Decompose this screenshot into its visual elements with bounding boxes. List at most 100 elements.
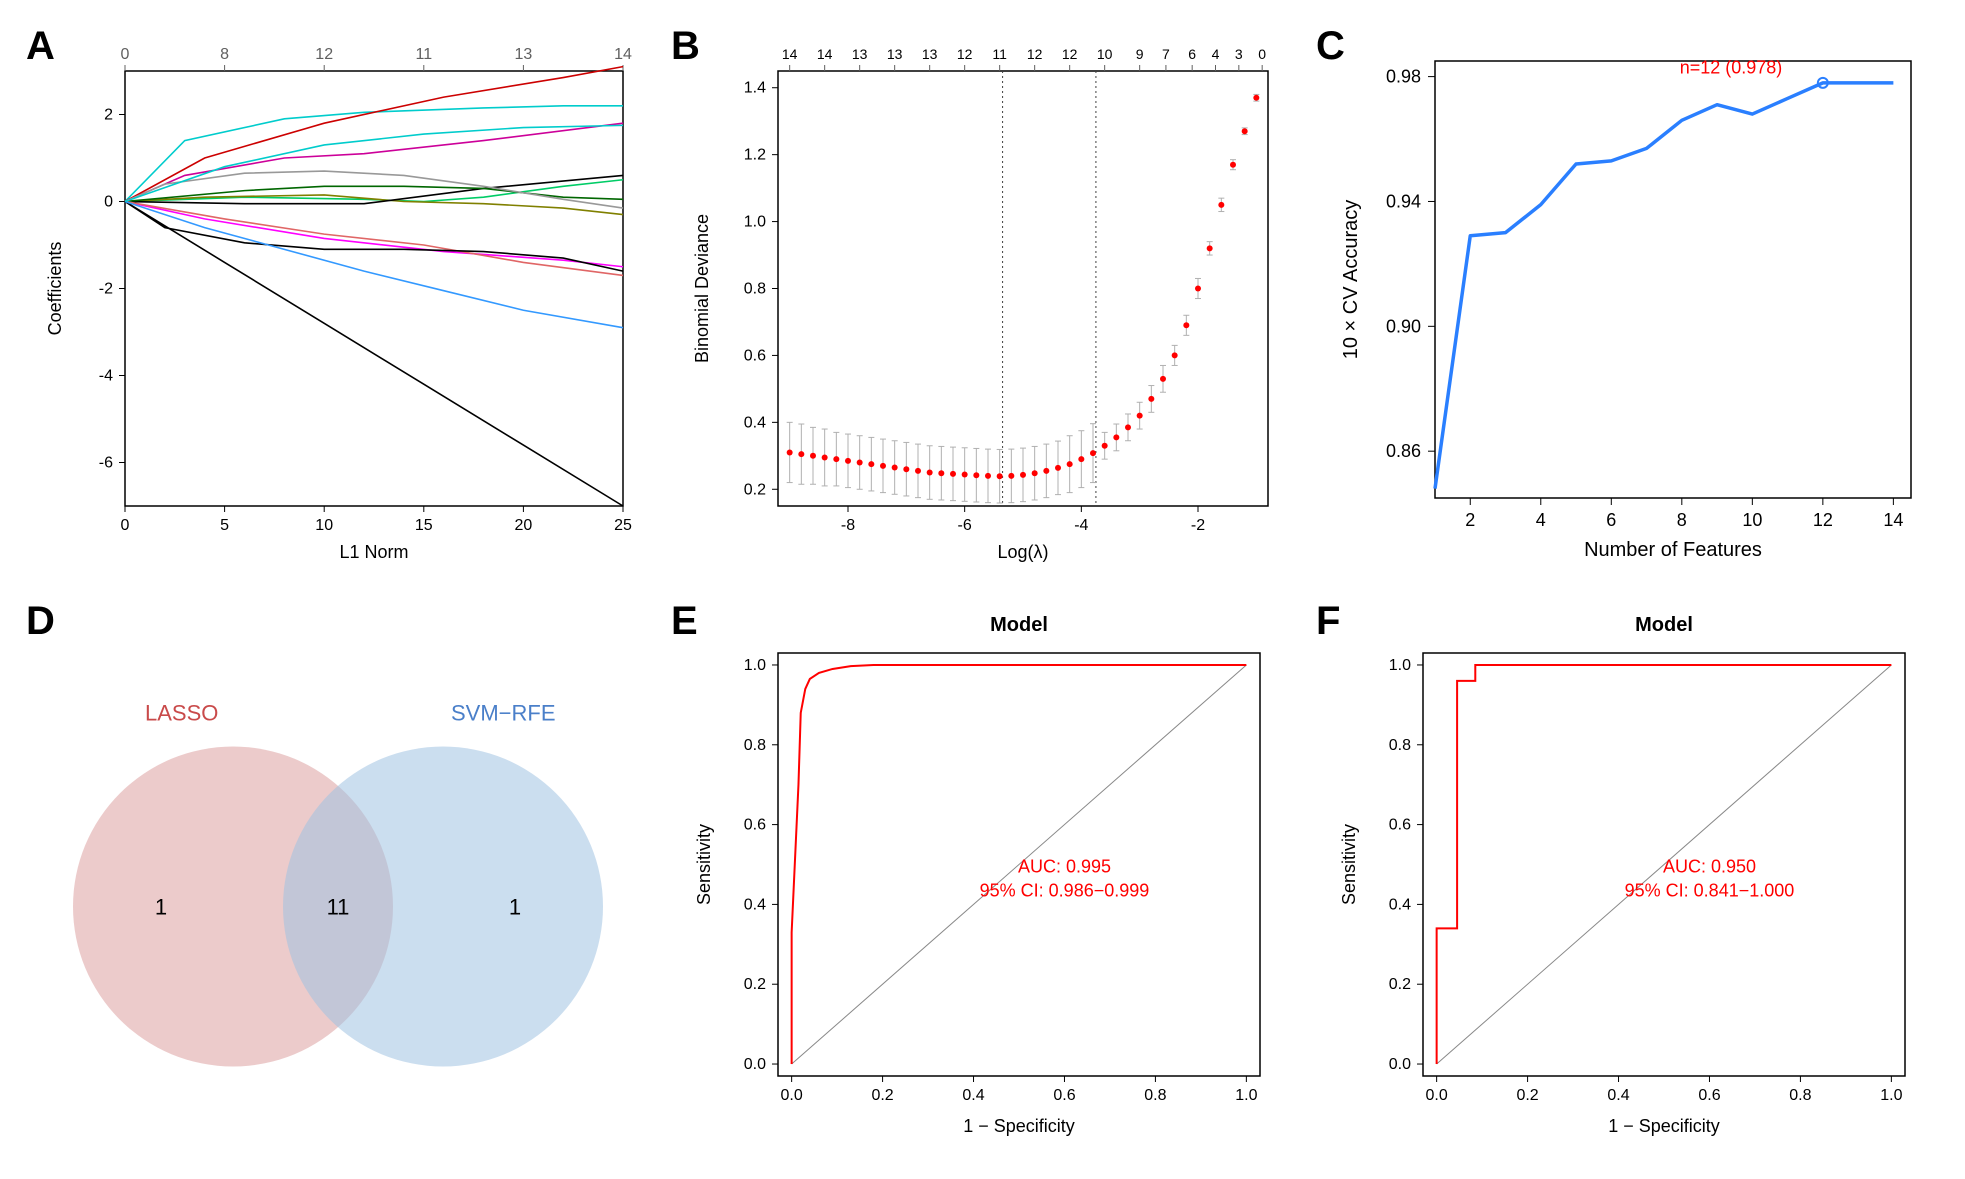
svg-text:-2: -2 — [1190, 517, 1204, 534]
svg-text:5: 5 — [220, 517, 229, 534]
svg-text:Sensitivity: Sensitivity — [1339, 824, 1359, 905]
svg-text:0.6: 0.6 — [1388, 817, 1410, 834]
svg-text:8: 8 — [220, 46, 229, 63]
svg-text:0.8: 0.8 — [743, 280, 765, 297]
svg-text:-6: -6 — [98, 454, 112, 471]
svg-text:4: 4 — [1535, 510, 1545, 530]
svg-text:14: 14 — [816, 46, 832, 62]
svg-text:0.98: 0.98 — [1385, 66, 1420, 86]
panel-d-cell: D LASSOSVM−RFE1111 — [20, 595, 655, 1160]
svg-text:0.8: 0.8 — [1144, 1087, 1166, 1104]
svg-text:6: 6 — [1188, 46, 1196, 62]
svg-text:12: 12 — [315, 46, 333, 63]
svg-text:0.90: 0.90 — [1385, 316, 1420, 336]
svg-text:9: 9 — [1135, 46, 1143, 62]
svg-text:3: 3 — [1234, 46, 1242, 62]
svg-text:0.86: 0.86 — [1385, 441, 1420, 461]
svg-text:0.4: 0.4 — [743, 897, 765, 914]
svg-text:14: 14 — [781, 46, 797, 62]
svg-text:2: 2 — [104, 106, 113, 123]
panel-e-roc: Model0.00.00.20.20.40.40.60.60.80.81.01.… — [678, 599, 1288, 1154]
svg-text:12: 12 — [1061, 46, 1077, 62]
svg-text:1: 1 — [154, 895, 166, 920]
panel-f-label: F — [1316, 601, 1340, 641]
svg-text:12: 12 — [1812, 510, 1832, 530]
svg-text:0.2: 0.2 — [1388, 976, 1410, 993]
svg-text:0.4: 0.4 — [1607, 1087, 1629, 1104]
panel-c-label: C — [1316, 26, 1345, 66]
svg-text:Coefficients: Coefficients — [45, 241, 65, 335]
svg-text:0: 0 — [120, 46, 129, 63]
svg-text:0: 0 — [120, 517, 129, 534]
svg-text:0.4: 0.4 — [1388, 897, 1410, 914]
svg-text:11: 11 — [415, 46, 432, 63]
svg-text:L1 Norm: L1 Norm — [339, 542, 408, 562]
svg-text:SVM−RFE: SVM−RFE — [451, 701, 556, 726]
svg-text:25: 25 — [614, 517, 632, 534]
svg-text:14: 14 — [614, 46, 632, 63]
svg-text:7: 7 — [1162, 46, 1170, 62]
svg-text:1.0: 1.0 — [1880, 1087, 1902, 1104]
svg-text:1.4: 1.4 — [743, 79, 765, 96]
svg-text:0.4: 0.4 — [743, 414, 765, 431]
svg-text:11: 11 — [992, 46, 1007, 62]
svg-text:0.2: 0.2 — [1516, 1087, 1538, 1104]
svg-text:13: 13 — [851, 46, 867, 62]
svg-text:-8: -8 — [840, 517, 854, 534]
svg-text:Number of Features: Number of Features — [1584, 539, 1762, 561]
svg-text:10: 10 — [1096, 46, 1112, 62]
panel-c-cell: C 24681012140.860.900.940.98n=12 (0.978)… — [1310, 20, 1945, 585]
svg-text:0: 0 — [104, 193, 113, 210]
svg-text:13: 13 — [514, 46, 532, 63]
svg-text:0.0: 0.0 — [1388, 1056, 1410, 1073]
svg-text:15: 15 — [414, 517, 432, 534]
svg-text:10 × CV Accuracy: 10 × CV Accuracy — [1340, 199, 1362, 359]
svg-text:8: 8 — [1676, 510, 1686, 530]
svg-text:0.6: 0.6 — [743, 817, 765, 834]
svg-text:-4: -4 — [98, 367, 112, 384]
svg-text:13: 13 — [921, 46, 937, 62]
panel-e-label: E — [671, 601, 698, 641]
svg-text:n=12 (0.978): n=12 (0.978) — [1679, 57, 1782, 77]
svg-text:0.4: 0.4 — [962, 1087, 984, 1104]
svg-text:1.0: 1.0 — [743, 657, 765, 674]
panel-e-cell: E Model0.00.00.20.20.40.40.60.60.80.81.0… — [665, 595, 1300, 1160]
figure-grid: A 0510152025-6-4-2020812111314L1 NormCoe… — [0, 0, 1965, 1179]
svg-text:0.0: 0.0 — [780, 1087, 802, 1104]
svg-text:13: 13 — [886, 46, 902, 62]
panel-a-cell: A 0510152025-6-4-2020812111314L1 NormCoe… — [20, 20, 655, 585]
panel-d-label: D — [26, 601, 55, 641]
svg-text:-2: -2 — [98, 280, 112, 297]
svg-text:1 − Specificity: 1 − Specificity — [1608, 1116, 1720, 1136]
svg-text:1: 1 — [508, 895, 520, 920]
svg-text:1.2: 1.2 — [743, 146, 765, 163]
panel-b-chart: -8-6-4-20.20.40.60.81.01.21.414141313131… — [678, 25, 1288, 580]
panel-a-chart: 0510152025-6-4-2020812111314L1 NormCoeff… — [33, 25, 643, 580]
svg-text:Binomial Deviance: Binomial Deviance — [692, 214, 712, 363]
svg-text:Log(λ): Log(λ) — [997, 542, 1048, 562]
svg-text:12: 12 — [956, 46, 972, 62]
svg-text:4: 4 — [1211, 46, 1219, 62]
panel-a-label: A — [26, 26, 55, 66]
svg-text:-6: -6 — [957, 517, 971, 534]
svg-text:0.6: 0.6 — [743, 347, 765, 364]
svg-text:6: 6 — [1606, 510, 1616, 530]
svg-text:0.8: 0.8 — [1388, 737, 1410, 754]
svg-text:11: 11 — [326, 895, 349, 920]
svg-text:14: 14 — [1883, 510, 1903, 530]
svg-text:LASSO: LASSO — [145, 701, 218, 726]
svg-text:1.0: 1.0 — [743, 213, 765, 230]
svg-text:0.0: 0.0 — [743, 1056, 765, 1073]
svg-text:0: 0 — [1258, 46, 1266, 62]
svg-text:AUC: 0.995: AUC: 0.995 — [1017, 857, 1110, 877]
svg-text:Sensitivity: Sensitivity — [694, 824, 714, 905]
svg-text:20: 20 — [514, 517, 532, 534]
panel-d-venn: LASSOSVM−RFE1111 — [33, 599, 643, 1154]
svg-text:0.2: 0.2 — [871, 1087, 893, 1104]
svg-text:0.94: 0.94 — [1385, 191, 1420, 211]
svg-text:-4: -4 — [1074, 517, 1088, 534]
svg-text:0.6: 0.6 — [1053, 1087, 1075, 1104]
svg-text:0.6: 0.6 — [1698, 1087, 1720, 1104]
svg-text:0.0: 0.0 — [1425, 1087, 1447, 1104]
panel-f-roc: Model0.00.00.20.20.40.40.60.60.80.81.01.… — [1323, 599, 1933, 1154]
